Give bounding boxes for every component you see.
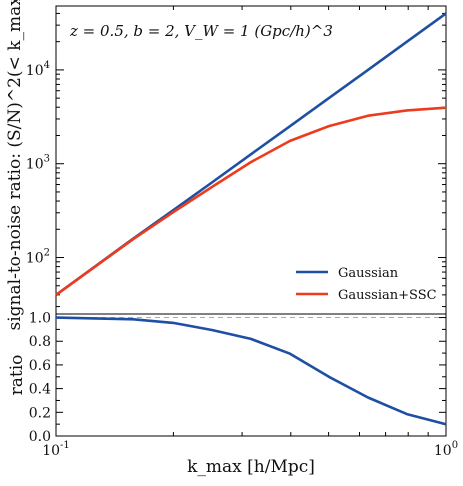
ratio-y-tick-label: 0.6 (29, 358, 51, 374)
ratio-y-axis-label: ratio (7, 355, 27, 396)
y-axis-label: signal-to-noise ratio: (S/N)^2(< k_max) (5, 0, 25, 330)
x-tick-label: 10-1 (42, 440, 70, 459)
y-tick-label: 102 (26, 248, 50, 267)
x-tick-label: 100 (434, 440, 458, 459)
bottom-panel: 0.0 0.2 0.4 0.6 0.8 1.0 10-1 100 ratio k_max [h/M… (7, 311, 458, 477)
ratio-y-tick-label: 0.8 (29, 334, 51, 350)
x-axis-label: k_max [h/Mpc] (187, 457, 315, 477)
ratio-y-tick-label: 0.2 (29, 405, 51, 421)
y-tick-label: 104 (26, 60, 50, 79)
top-panel: 102 103 104 z = 0.5, b = 2, V_W = 1 (Gpc/h)… (5, 0, 447, 330)
y-tick-label: 103 (26, 154, 50, 173)
ratio-y-tick-label: 0.4 (29, 382, 51, 398)
ratio-y-tick-label: 0.0 (29, 429, 51, 445)
ratio-y-tick-label: 1.0 (29, 311, 51, 327)
series-line-gaussian-ssc (55, 106, 447, 296)
legend-label: Gaussian (338, 266, 399, 281)
bottom-plot-frame (55, 313, 447, 437)
ratio-series-line (55, 316, 447, 426)
legend-label: Gaussian+SSC (338, 288, 437, 303)
chart-annotation: z = 0.5, b = 2, V_W = 1 (Gpc/h)^3 (69, 22, 333, 40)
